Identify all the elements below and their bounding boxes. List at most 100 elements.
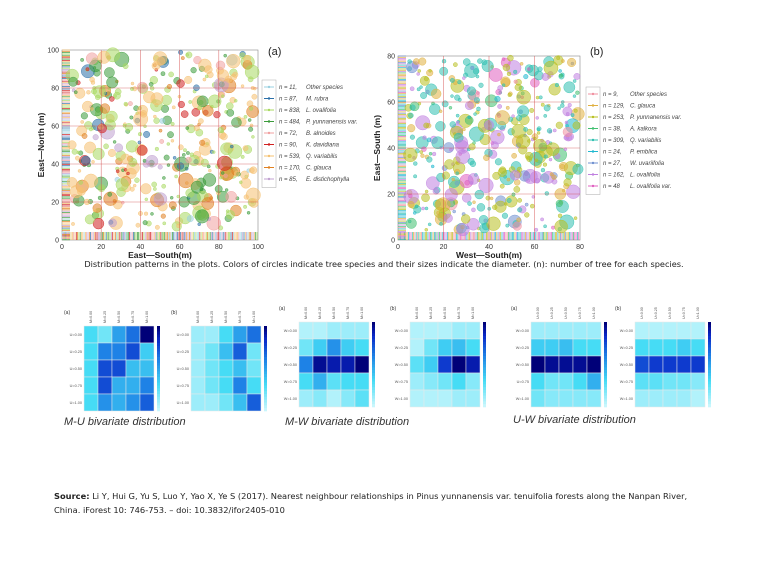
tree-point bbox=[115, 169, 120, 173]
heatmap-cell bbox=[326, 338, 342, 357]
tree-point bbox=[507, 54, 514, 62]
colorbar-segment bbox=[372, 341, 375, 345]
tree-point bbox=[200, 158, 209, 167]
colorbar-segment bbox=[264, 328, 267, 332]
colorbar-segment bbox=[157, 388, 160, 392]
colorbar-segment bbox=[264, 326, 267, 330]
tree-point bbox=[206, 164, 211, 169]
tree-point bbox=[462, 58, 471, 66]
heatmap-cell bbox=[298, 338, 314, 357]
tree-point bbox=[142, 220, 148, 226]
heatmap-cell bbox=[218, 376, 234, 395]
heatmap-cell bbox=[83, 393, 99, 412]
colorbar-segment bbox=[604, 390, 607, 394]
tree-point bbox=[69, 185, 83, 199]
tree-point bbox=[78, 180, 83, 185]
tree-point bbox=[198, 118, 204, 124]
heatmap-cell bbox=[530, 321, 546, 340]
colorbar-segment bbox=[157, 385, 160, 389]
colorbar-segment bbox=[604, 384, 607, 388]
row-label: U=0.25 bbox=[70, 350, 82, 354]
colorbar-segment bbox=[708, 373, 711, 377]
heatmap-cell bbox=[586, 372, 602, 391]
column-label: M=0.50 bbox=[224, 311, 228, 323]
y-tick-label: 20 bbox=[51, 200, 59, 207]
colorbar-segment bbox=[372, 361, 375, 365]
colorbar-segment bbox=[483, 333, 486, 337]
column-label: U=0.75 bbox=[578, 307, 582, 319]
heatmap-cell bbox=[354, 355, 370, 374]
tree-point bbox=[153, 187, 157, 191]
tree-point bbox=[543, 60, 559, 76]
tree-point bbox=[502, 63, 511, 72]
heatmap-cell bbox=[544, 389, 560, 408]
source-citation: Source: Li Y, Hui G, Yu S, Luo Y, Yao X,… bbox=[54, 489, 754, 517]
colorbar-segment bbox=[708, 392, 711, 396]
colorbar-segment bbox=[157, 379, 160, 383]
row-label: W=0.50 bbox=[516, 363, 529, 367]
heatmap-cell bbox=[204, 393, 220, 412]
tree-point bbox=[511, 152, 517, 159]
heatmap-cell bbox=[451, 321, 467, 340]
heatmap-cell bbox=[111, 342, 127, 361]
tree-point bbox=[160, 213, 166, 219]
colorbar-segment bbox=[708, 330, 711, 334]
colorbar-segment bbox=[264, 365, 267, 369]
tree-point bbox=[565, 112, 570, 116]
heatmap-cell bbox=[648, 321, 664, 340]
colorbar-segment bbox=[483, 356, 486, 360]
tree-point bbox=[159, 139, 165, 144]
colorbar-segment bbox=[604, 333, 607, 337]
x-tick-label: 0 bbox=[60, 244, 64, 251]
tree-point bbox=[491, 141, 499, 150]
tree-point bbox=[409, 104, 416, 111]
colorbar-segment bbox=[372, 381, 375, 385]
tree-point bbox=[138, 132, 143, 137]
heatmap-cell bbox=[97, 342, 113, 361]
tree-point bbox=[224, 188, 229, 192]
tree-point bbox=[461, 149, 465, 153]
heatmap-cell bbox=[246, 393, 262, 412]
tree-point bbox=[558, 161, 569, 172]
tree-point bbox=[249, 106, 254, 111]
colorbar-segment bbox=[708, 350, 711, 354]
tree-point bbox=[92, 147, 105, 160]
tree-point bbox=[176, 79, 185, 88]
heatmap-cell bbox=[232, 359, 248, 378]
row-label: W=0.00 bbox=[620, 329, 633, 333]
heatmap-m-w-a: (a) M=0.00 M=0.25 M=0.50 M=0.75 M=1.00 W=0.00 W… bbox=[279, 306, 375, 408]
tree-point bbox=[89, 76, 95, 83]
row-label: U=0.50 bbox=[70, 367, 82, 371]
tree-point bbox=[422, 135, 427, 140]
heatmap-m-u-b: (b) M=0.00 M=0.25 M=0.50 M=0.75 M=1.00 U=0.00 U… bbox=[171, 310, 267, 412]
tree-point bbox=[193, 125, 200, 132]
heatmap-cell bbox=[125, 342, 141, 361]
tree-point bbox=[543, 114, 548, 118]
tree-point bbox=[517, 198, 522, 203]
tree-point bbox=[150, 86, 155, 91]
heatmap-cell bbox=[83, 342, 99, 361]
tree-point bbox=[240, 154, 245, 159]
tree-point bbox=[557, 106, 561, 111]
tree-point bbox=[441, 171, 450, 180]
tree-point bbox=[109, 96, 115, 102]
legend-count: n = 85, bbox=[279, 177, 298, 183]
tree-point bbox=[529, 108, 535, 113]
tree-point bbox=[202, 77, 207, 82]
tree-point bbox=[524, 202, 529, 207]
colorbar-segment bbox=[708, 381, 711, 385]
tree-point bbox=[572, 94, 577, 98]
colorbar-segment bbox=[372, 350, 375, 354]
colorbar-segment bbox=[157, 357, 160, 361]
tree-point bbox=[134, 177, 140, 183]
legend-species: E. distichophylla bbox=[306, 177, 350, 183]
heatmap-u-w-a: (a) U=0.00 U=0.25 U=0.50 U=0.75 U=1.00 W=0.00 W… bbox=[511, 306, 607, 408]
heatmap-cell bbox=[558, 389, 574, 408]
tree-point bbox=[513, 186, 521, 193]
tree-point bbox=[226, 54, 241, 69]
tree-point bbox=[452, 209, 456, 214]
heatmap-cell bbox=[298, 355, 314, 374]
tree-point bbox=[80, 58, 84, 62]
heatmap-cell bbox=[423, 321, 439, 340]
